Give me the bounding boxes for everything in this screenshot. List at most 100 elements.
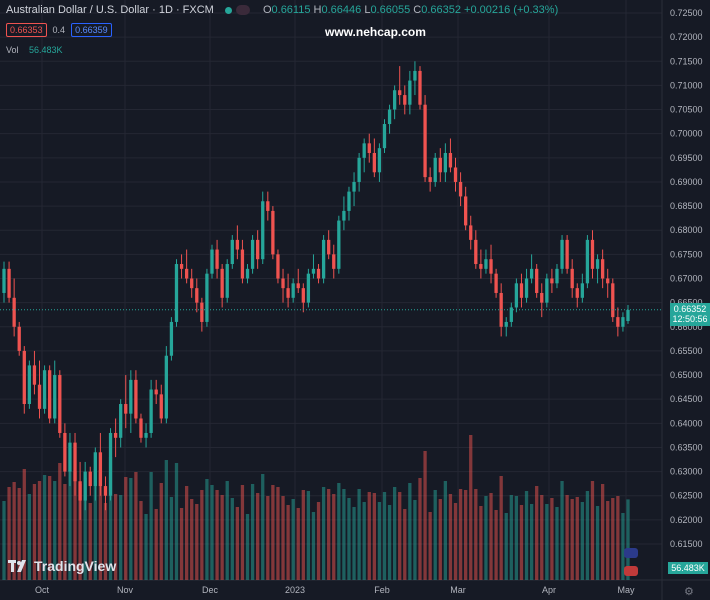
volume-bar [124,477,128,580]
candle-body [484,259,488,269]
x-tick-label: Oct [35,585,50,595]
candle-body [159,394,163,419]
aud-flag-icon [624,548,638,558]
symbol-title[interactable]: Australian Dollar / U.S. Dollar · 1D · F… [6,4,214,16]
last-price-value: 0.66352 [673,304,707,314]
volume-bar [225,481,229,580]
volume-bar [149,472,153,580]
candle-body [195,288,199,303]
candle-body [332,254,336,269]
y-tick-label: 0.62000 [670,515,703,525]
candle-body [621,317,625,327]
candle-body [448,152,453,168]
usd-flag-icon [624,566,638,576]
volume-bar [626,499,630,580]
volume-bar [484,496,488,580]
volume-bar [509,495,513,580]
volume-bar [276,487,280,580]
volume-bar [179,508,184,580]
volume-bar [392,487,397,580]
candle-body [428,177,432,182]
volume-legend[interactable]: Vol 56.483K [6,45,63,55]
settings-icon[interactable]: ⚙ [684,586,694,598]
volume-bar [271,485,275,580]
candle-body [337,220,341,269]
candle-body [134,379,138,419]
volume-bar [382,492,387,580]
x-tick-label: Nov [117,585,134,595]
volume-bar [73,471,77,580]
candle-body [453,167,458,182]
volume-bar [423,451,427,580]
candle-body [250,239,255,269]
candle-body [48,370,52,419]
volume-bar [190,499,194,580]
y-tick-label: 0.72000 [670,32,703,42]
y-tick-label: 0.62500 [670,491,703,501]
candle-body [164,355,168,419]
candle-body [281,278,285,289]
volume-bar [12,482,16,580]
candle-body [575,288,579,298]
volume-bar [580,502,584,580]
y-tick-label: 0.68500 [670,201,703,211]
candle-body [458,181,463,197]
volume-bar [362,502,366,580]
volume-bar [342,489,346,580]
alert-toggle-icon[interactable] [235,5,250,16]
candle-body [367,143,371,153]
volume-bar [337,483,341,580]
volume-bar [611,498,615,580]
ohlc-readout: O0.66115 H0.66446 L0.66055 C0.66352 +0.0… [262,4,559,16]
candle-body [22,350,26,405]
sell-button[interactable]: 0.66353 [6,23,47,37]
tradingview-logo[interactable]: TradingView [8,558,116,574]
candle-body [387,109,392,125]
y-tick-label: 0.65000 [670,370,703,380]
volume-bar [93,469,97,580]
trade-buttons: 0.66353 0.4 0.66359 [6,23,112,37]
volume-bar [458,489,463,580]
candle-body [469,225,473,240]
candle-body [550,278,554,284]
volume-bar [545,504,549,580]
candle-body [489,259,493,274]
volume-bar [428,512,432,580]
candle-body [119,404,123,438]
candle-body [245,268,250,279]
volume-bar [514,496,519,580]
candle-body [540,292,544,303]
volume-bar [37,481,42,580]
candle-body [600,259,605,279]
volume-bar [195,504,199,580]
volume-bar [332,494,336,580]
candle-body [570,268,574,289]
y-tick-label: 0.64000 [670,418,703,428]
y-tick-label: 0.66500 [670,298,703,308]
candle-body [545,278,549,303]
volume-bar [139,501,143,580]
bar-countdown: 12:50:56 [672,314,708,324]
volume-bar [169,497,174,580]
buy-button[interactable]: 0.66359 [71,23,112,37]
candle-body [504,321,508,327]
candle-body [286,288,290,298]
volume-bar [230,498,234,580]
volume-bar [387,505,392,580]
candle-body [423,104,427,178]
volume-bar [403,509,407,580]
candle-body [418,70,422,105]
candle-body [271,210,275,255]
volume-bar [479,506,483,580]
candle-body [108,432,113,496]
candle-body [392,90,397,110]
volume-bar [27,494,32,580]
volume-bar [550,498,554,580]
candle-body [32,365,37,385]
volume-bar [321,487,326,580]
volume-bar [570,499,574,580]
candle-body [200,302,204,322]
volume-bar [215,490,219,580]
candle-body [220,268,224,298]
